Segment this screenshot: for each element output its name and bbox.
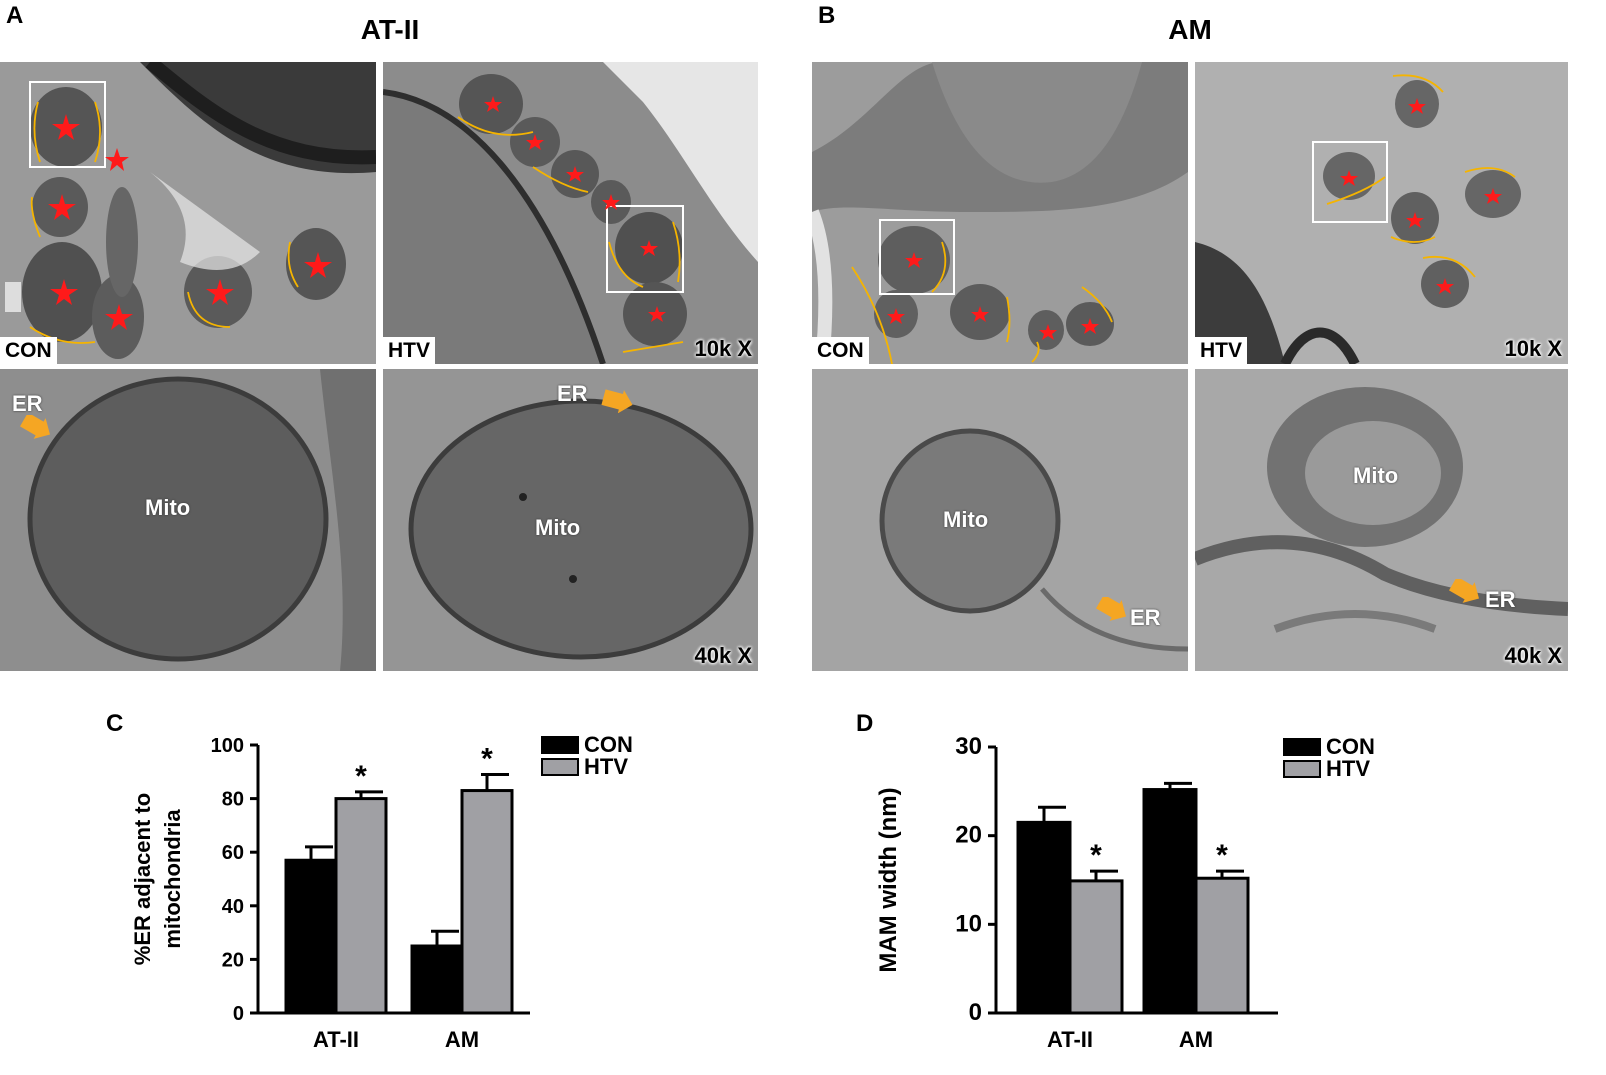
- er-arrow-icon: [601, 389, 633, 413]
- condition-tag-con: CON: [0, 337, 57, 364]
- legend-label-con: CON: [584, 732, 633, 757]
- magnification-label-10k: 10k X: [694, 336, 753, 361]
- label-er: ER: [12, 391, 43, 416]
- significance-mark: *: [481, 742, 493, 775]
- chart-c-svg: 0 20 40 60 80 100 %ER adjacent to mitochondria A…: [130, 732, 633, 1052]
- x-category-label: AM: [1179, 1027, 1213, 1052]
- significance-mark: *: [1216, 839, 1228, 872]
- bar-htv: [334, 797, 388, 1015]
- condition-tag-htv: HTV: [1195, 337, 1247, 364]
- y-tick-label: 40: [222, 896, 244, 918]
- x-category-label: AT-II: [313, 1027, 359, 1052]
- y-tick-label: 10: [955, 910, 982, 937]
- y-tick-label: 0: [233, 1003, 244, 1025]
- y-tick-label: 100: [211, 735, 244, 757]
- y-axis-label: %ER adjacent to: [130, 793, 155, 965]
- em-image-am-htv-10k: HTV 10k X: [1195, 62, 1568, 364]
- bar-con: [1016, 820, 1072, 1015]
- em-image-am-con-40k: Mito ER: [812, 369, 1188, 671]
- panel-b-title: AM: [1168, 14, 1212, 45]
- x-category-label: AT-II: [1047, 1027, 1093, 1052]
- em-image-am-htv-40k: Mito ER 40k X: [1195, 369, 1568, 671]
- bar-con: [284, 858, 338, 1015]
- label-er: ER: [1485, 587, 1516, 612]
- label-mito: Mito: [145, 495, 191, 520]
- label-er: ER: [557, 381, 588, 406]
- er-arrow-icon: [1096, 597, 1126, 621]
- y-axis-label: mitochondria: [160, 809, 185, 949]
- bar-con: [1142, 788, 1198, 1015]
- legend-label-con: CON: [1326, 734, 1375, 759]
- y-tick-label: 80: [222, 789, 244, 811]
- chart-d: 0 10 20 30 MAM width (nm) AT-II AM * * CON HTV: [866, 700, 1426, 1070]
- legend-swatch-htv: [541, 758, 579, 776]
- significance-mark: *: [355, 760, 367, 793]
- legend-swatch-con: [1283, 738, 1321, 756]
- panel-a-title: AT-II: [360, 14, 420, 45]
- label-mito: Mito: [535, 515, 581, 540]
- legend-label-htv: HTV: [584, 754, 628, 779]
- magnification-label-40k: 40k X: [694, 643, 753, 668]
- magnification-label-10k: 10k X: [1504, 336, 1563, 361]
- em-image-at2-htv-40k: ER Mito 40k X: [383, 369, 758, 671]
- panel-c-letter: C: [106, 710, 124, 737]
- y-tick-label: 20: [955, 822, 982, 849]
- em-image-am-con-10k: CON: [812, 62, 1188, 364]
- em-image-at2-htv-10k: HTV 10k X: [383, 62, 758, 364]
- magnification-label-40k: 40k X: [1504, 643, 1563, 668]
- condition-tag-con: CON: [812, 337, 869, 364]
- panel-d-letter: D: [856, 710, 874, 737]
- x-category-label: AM: [445, 1027, 479, 1052]
- bar-htv: [460, 789, 514, 1015]
- legend-swatch-htv: [1283, 760, 1321, 778]
- y-tick-label: 20: [222, 949, 244, 971]
- em-image-at2-con-40k: ER Mito: [0, 369, 376, 671]
- legend-label-htv: HTV: [1326, 756, 1370, 781]
- label-mito: Mito: [943, 507, 989, 532]
- bar-htv: [1068, 879, 1124, 1015]
- em-image-at2-con-10k: CON: [0, 62, 376, 364]
- label-er: ER: [1130, 605, 1161, 630]
- significance-mark: *: [1090, 839, 1102, 872]
- er-arrow-icon: [20, 415, 50, 439]
- panel-a-letter: A: [6, 2, 24, 29]
- y-tick-label: 60: [222, 842, 244, 864]
- label-mito: Mito: [1353, 463, 1399, 488]
- condition-tag-htv: HTV: [383, 337, 435, 364]
- chart-c: 0 20 40 60 80 100 %ER adjacent to mitochondria A…: [120, 700, 680, 1070]
- panel-b-letter: B: [818, 2, 836, 29]
- bar-htv: [1194, 876, 1250, 1015]
- y-axis-label: MAM width (nm): [875, 787, 902, 972]
- y-tick-label: 0: [969, 999, 982, 1026]
- legend-swatch-con: [541, 736, 579, 754]
- er-arrow-icon: [1449, 579, 1479, 603]
- y-tick-label: 30: [955, 733, 982, 760]
- bar-con: [410, 944, 464, 1015]
